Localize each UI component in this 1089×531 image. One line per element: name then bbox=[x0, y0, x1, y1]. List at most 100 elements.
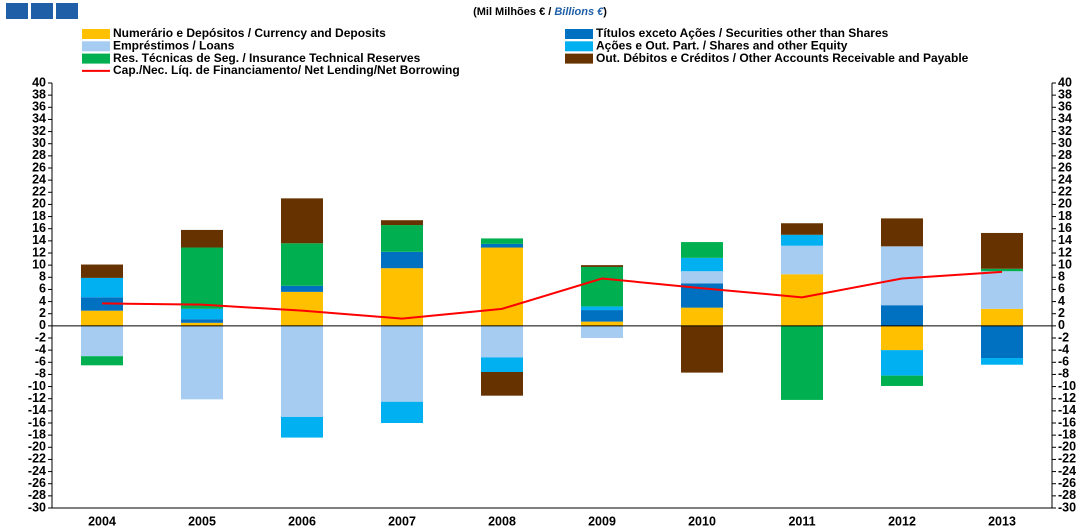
y2-tick-label: 38 bbox=[1058, 87, 1072, 101]
bar-segment bbox=[81, 310, 123, 326]
y-tick-label: -30 bbox=[28, 500, 46, 514]
y2-tick-label: 32 bbox=[1058, 124, 1072, 138]
y2-tick-label: 34 bbox=[1058, 112, 1072, 126]
y-tick-label: 16 bbox=[32, 221, 46, 235]
y-tick-label: -28 bbox=[28, 488, 46, 502]
y2-tick-label: 6 bbox=[1058, 282, 1065, 296]
y2-tick-label: -18 bbox=[1058, 427, 1076, 441]
bar-segment bbox=[281, 285, 323, 292]
y-tick-label: 30 bbox=[32, 136, 46, 150]
y-tick-label: -2 bbox=[35, 330, 46, 344]
bar-segment bbox=[381, 220, 423, 226]
x-tick-label: 2004 bbox=[88, 514, 116, 528]
legend-swatch bbox=[82, 29, 110, 39]
y2-tick-label: -8 bbox=[1058, 367, 1069, 381]
x-tick-label: 2011 bbox=[788, 514, 815, 528]
y-tick-label: 26 bbox=[32, 160, 46, 174]
x-tick-label: 2013 bbox=[988, 514, 1016, 528]
bar-segment bbox=[281, 416, 323, 438]
bar-segment bbox=[981, 308, 1023, 326]
bar-segment bbox=[881, 375, 923, 386]
y2-tick-label: 40 bbox=[1058, 75, 1072, 89]
y2-tick-label: 0 bbox=[1058, 318, 1065, 332]
y-tick-label: 12 bbox=[32, 245, 46, 259]
bar-segment bbox=[881, 246, 923, 306]
bar-segment bbox=[381, 225, 423, 252]
bar-segment bbox=[581, 321, 623, 326]
x-tick-label: 2009 bbox=[588, 514, 616, 528]
y-tick-label: 38 bbox=[32, 87, 46, 101]
bar-segment bbox=[981, 232, 1023, 269]
bar-segment bbox=[181, 319, 223, 323]
y-tick-label: 6 bbox=[39, 282, 46, 296]
y2-tick-label: 16 bbox=[1058, 221, 1072, 235]
bar-segment bbox=[181, 247, 223, 309]
y2-tick-label: -20 bbox=[1058, 440, 1076, 454]
bar-segment bbox=[981, 271, 1023, 309]
bar-segment bbox=[481, 238, 523, 244]
y2-tick-label: 24 bbox=[1058, 172, 1072, 186]
y-tick-label: 18 bbox=[32, 209, 46, 223]
bar-segment bbox=[881, 325, 923, 351]
bar-segment bbox=[581, 310, 623, 322]
x-tick-label: 2006 bbox=[288, 514, 316, 528]
y-tick-label: -4 bbox=[35, 342, 46, 356]
bar-segment bbox=[981, 325, 1023, 359]
y-tick-label: 34 bbox=[32, 112, 46, 126]
y2-tick-label: 12 bbox=[1058, 245, 1072, 259]
bar-segment bbox=[481, 372, 523, 396]
y2-tick-label: 28 bbox=[1058, 148, 1072, 162]
legend-label: Res. Técnicas de Seg. / Insurance Techni… bbox=[113, 51, 421, 65]
bar-segment bbox=[581, 325, 623, 338]
legend-label: Numerário e Depósitos / Currency and Dep… bbox=[113, 26, 386, 40]
y-tick-label: -24 bbox=[28, 464, 46, 478]
legend-swatch bbox=[565, 53, 593, 64]
bar-segment bbox=[781, 234, 823, 246]
x-tick-label: 2010 bbox=[688, 514, 716, 528]
bar-segment bbox=[781, 274, 823, 326]
bar-segment bbox=[981, 358, 1023, 365]
logo bbox=[6, 3, 78, 19]
bar-segment bbox=[481, 243, 523, 248]
y-tick-label: -14 bbox=[28, 403, 46, 417]
y2-tick-label: 36 bbox=[1058, 100, 1072, 114]
y2-tick-label: -28 bbox=[1058, 488, 1076, 502]
y2-tick-label: -26 bbox=[1058, 476, 1076, 490]
bar-segment bbox=[681, 242, 723, 258]
y-tick-label: -12 bbox=[28, 391, 46, 405]
bar-segment bbox=[181, 325, 223, 400]
legend-label: Cap./Nec. Líq. de Financiamento/ Net Len… bbox=[113, 63, 460, 77]
y-tick-label: 14 bbox=[32, 233, 46, 247]
bar-segment bbox=[81, 264, 123, 278]
bar-segment bbox=[881, 218, 923, 247]
y2-tick-label: 18 bbox=[1058, 209, 1072, 223]
bar-segment bbox=[581, 306, 623, 311]
bar-segment bbox=[581, 265, 623, 267]
bar-segment bbox=[181, 229, 223, 248]
y2-tick-label: -30 bbox=[1058, 500, 1076, 514]
chart-title: (Mil Milhões € / Billions €) bbox=[473, 6, 607, 18]
bar-segment bbox=[581, 266, 623, 307]
y2-tick-label: -2 bbox=[1058, 330, 1069, 344]
line-series bbox=[101, 270, 1003, 320]
y-tick-label: -18 bbox=[28, 427, 46, 441]
y-tick-label: 0 bbox=[39, 318, 46, 332]
y-tick-label: -8 bbox=[35, 367, 46, 381]
y2-tick-label: -10 bbox=[1058, 379, 1076, 393]
y-tick-label: 20 bbox=[32, 197, 46, 211]
y2-tick-label: 8 bbox=[1058, 270, 1065, 284]
bar-segment bbox=[181, 322, 223, 326]
x-tick-label: 2007 bbox=[388, 514, 416, 528]
bar-segment bbox=[181, 308, 223, 320]
bar-segment bbox=[81, 356, 123, 366]
bar-segment bbox=[281, 198, 323, 244]
title-pt: (Mil Milhões € / bbox=[473, 6, 554, 18]
x-tick-label: 2005 bbox=[188, 514, 216, 528]
bar-segment bbox=[481, 325, 523, 358]
y-tick-label: 28 bbox=[32, 148, 46, 162]
title-en: Billions € bbox=[554, 6, 604, 18]
y-tick-label: 32 bbox=[32, 124, 46, 138]
bar-segment bbox=[681, 271, 723, 284]
y-tick-label: -26 bbox=[28, 476, 46, 490]
